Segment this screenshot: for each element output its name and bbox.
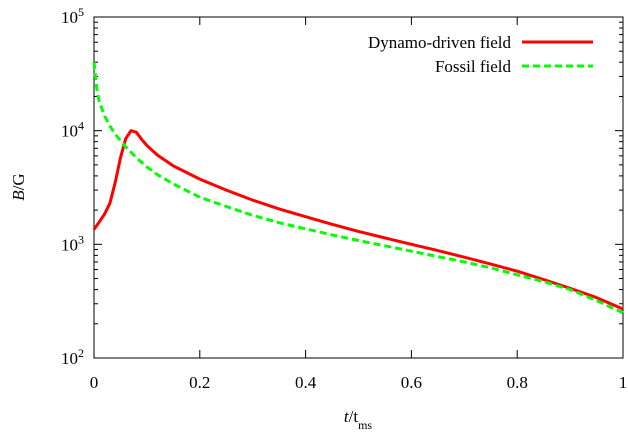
- x-tick-label: 1: [619, 373, 628, 392]
- y-axis-label: B/G: [9, 173, 28, 200]
- y-tick-label: 103: [61, 232, 84, 254]
- x-axis-label: t/tms: [344, 407, 373, 432]
- y-tick-label: 105: [61, 5, 84, 27]
- y-tick-label: 102: [61, 346, 84, 368]
- x-tick-label: 0.4: [295, 373, 317, 392]
- series-line-dynamo-driven-field: [92, 129, 624, 311]
- x-tick-label: 0: [90, 373, 99, 392]
- x-tick-label: 0.6: [401, 373, 422, 392]
- y-axis-ticks: 102 103 104 105: [61, 5, 623, 368]
- legend-label: Dynamo-driven field: [368, 33, 512, 52]
- legend-label: Fossil field: [435, 57, 512, 76]
- series-layer: [92, 62, 624, 315]
- x-tick-label: 0.2: [189, 373, 210, 392]
- plot-frame: [93, 16, 624, 359]
- x-axis-ticks: 0 0.2 0.4 0.6 0.8 1: [90, 17, 628, 392]
- x-tick-label: 0.8: [507, 373, 528, 392]
- series-line-fossil-field: [92, 62, 624, 315]
- y-tick-label: 104: [61, 119, 84, 141]
- legend: Dynamo-driven field Fossil field: [368, 33, 593, 76]
